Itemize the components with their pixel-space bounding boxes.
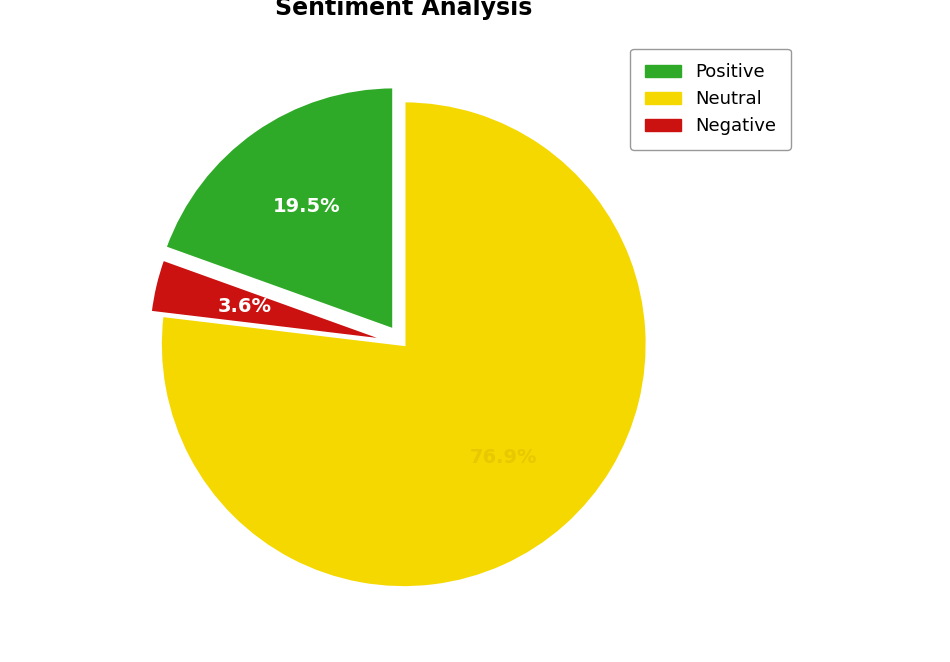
Text: 3.6%: 3.6% <box>218 297 272 316</box>
Wedge shape <box>150 259 392 342</box>
Text: 19.5%: 19.5% <box>274 197 341 216</box>
Text: 76.9%: 76.9% <box>470 448 538 467</box>
Legend: Positive, Neutral, Negative: Positive, Neutral, Negative <box>630 49 790 150</box>
Title: Sentiment Analysis: Sentiment Analysis <box>276 0 532 20</box>
Wedge shape <box>161 101 647 588</box>
Wedge shape <box>164 87 394 330</box>
